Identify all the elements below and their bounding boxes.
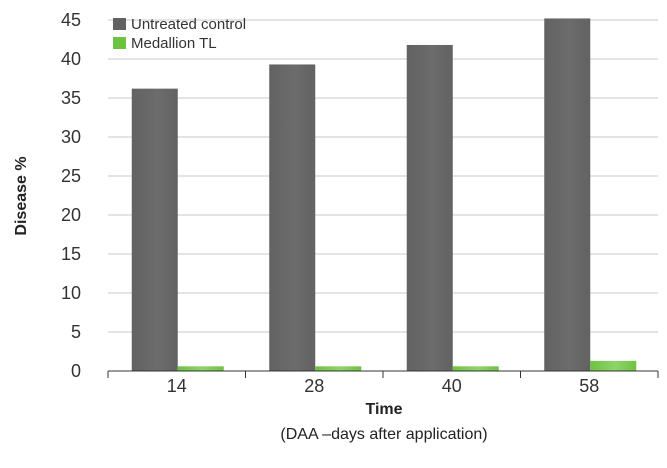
x-tick-label: 14 xyxy=(167,376,187,396)
x-axis-subtitle: (DAA –days after application) xyxy=(280,426,487,443)
y-tick-label: 15 xyxy=(61,244,81,264)
legend-swatch xyxy=(113,37,126,49)
y-tick-label: 25 xyxy=(61,166,81,186)
x-axis xyxy=(107,370,659,378)
bar-medallion-28 xyxy=(315,366,362,371)
bar-medallion-58 xyxy=(590,360,637,371)
x-tick-label: 58 xyxy=(579,376,599,396)
y-tick-label: 20 xyxy=(61,205,81,225)
bar-untreated-40 xyxy=(406,44,453,372)
y-tick-label: 35 xyxy=(61,88,81,108)
bar-untreated-14 xyxy=(131,88,178,371)
bar-medallion-40 xyxy=(452,366,499,371)
legend-swatch xyxy=(113,18,126,30)
legend-label: Untreated control xyxy=(131,16,246,33)
x-tick-label: 28 xyxy=(304,376,324,396)
legend: Untreated control Medallion TL xyxy=(113,16,246,52)
gridlines xyxy=(108,19,658,333)
bar-untreated-28 xyxy=(269,64,316,372)
y-tick-label: 30 xyxy=(61,127,81,147)
legend-label: Medallion TL xyxy=(131,35,217,52)
x-axis-ticks: 14 28 40 58 xyxy=(167,376,600,396)
y-axis-ticks: 0 5 10 15 20 25 30 35 40 45 xyxy=(61,10,81,381)
bar-medallion-14 xyxy=(177,366,224,371)
bar-untreated-58 xyxy=(544,18,591,371)
y-tick-label: 0 xyxy=(71,361,81,381)
y-axis-title: Disease % xyxy=(13,156,30,235)
x-tick-label: 40 xyxy=(442,376,462,396)
y-tick-label: 45 xyxy=(61,10,81,30)
x-axis-title: Time xyxy=(365,401,402,418)
bars xyxy=(131,18,637,372)
y-tick-label: 10 xyxy=(61,283,81,303)
y-tick-label: 40 xyxy=(61,49,81,69)
y-tick-label: 5 xyxy=(71,322,81,342)
